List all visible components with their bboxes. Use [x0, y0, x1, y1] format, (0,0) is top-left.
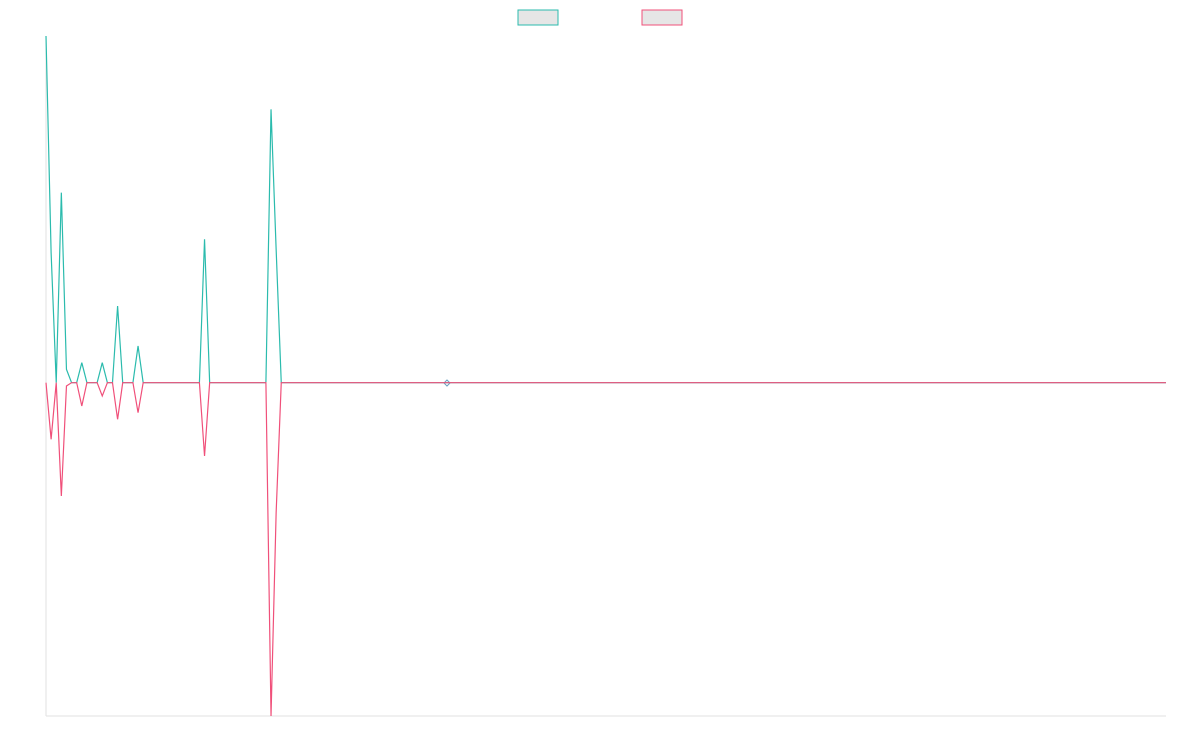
series-line [45, 35, 1166, 384]
series-line [45, 382, 1166, 717]
legend-swatch[interactable] [517, 9, 559, 26]
legend-swatch[interactable] [641, 9, 683, 26]
